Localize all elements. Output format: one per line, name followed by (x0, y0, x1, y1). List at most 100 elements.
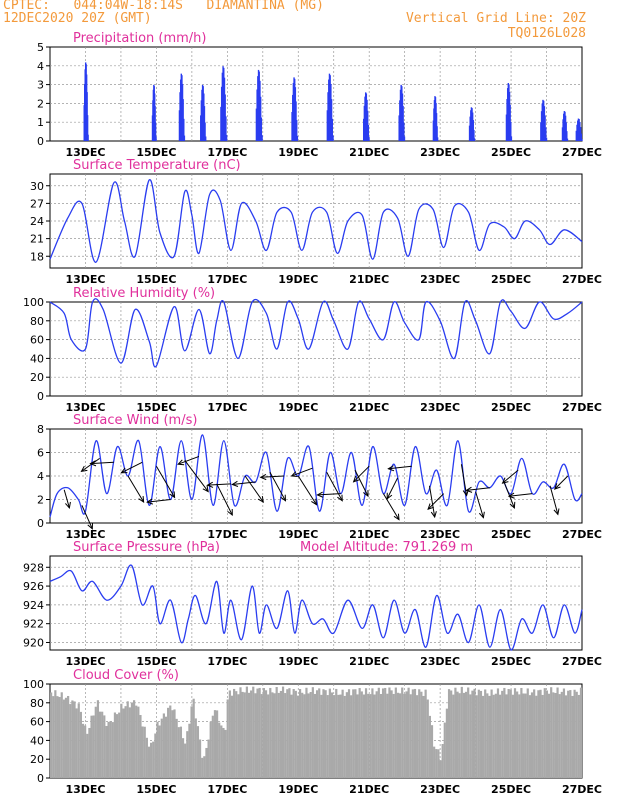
y-tick-label: 40 (30, 352, 44, 365)
cloud-cover-bar (371, 688, 374, 778)
x-tick-label: 27DEC (562, 401, 602, 414)
precip-bar (579, 121, 581, 141)
precip-bar (261, 135, 263, 141)
cloud-cover-bar (130, 702, 134, 778)
y-tick-label: 18 (30, 250, 44, 263)
cloud-cover-bar (554, 692, 557, 778)
wind-arrow-head (177, 459, 185, 466)
y-tick-label: 27 (30, 197, 44, 210)
cloud-cover-bar (375, 691, 378, 778)
cloud-cover-bar (171, 710, 174, 778)
cloud-cover-bar (335, 688, 338, 778)
cloud-cover-bar (552, 692, 555, 778)
precip-bar (260, 117, 263, 141)
cloud-cover-bar (273, 693, 276, 778)
y-tick-label: 30 (30, 180, 44, 193)
cloud-cover-bar (545, 690, 549, 778)
cloud-cover-bar (403, 693, 406, 778)
cloud-cover-bar (475, 695, 478, 778)
wind-arrow (90, 461, 114, 465)
panel-title: Relative Humidity (%) (73, 286, 215, 301)
cloud-cover-bar (88, 727, 91, 778)
cloud-cover-bar (245, 686, 248, 778)
x-tick-label: 17DEC (207, 273, 247, 286)
wind-arrow (63, 489, 70, 509)
x-tick-label: 21DEC (349, 146, 389, 159)
cloud-cover-bar (350, 695, 353, 778)
cloud-cover-bar (173, 709, 176, 778)
cloud-cover-bar (198, 739, 202, 778)
x-tick-label: 23DEC (420, 655, 460, 668)
y-tick-label: 20 (30, 753, 44, 766)
cloud-cover-bar (139, 715, 142, 778)
x-tick-label: 15DEC (136, 783, 176, 796)
cloud-cover-bar (177, 727, 180, 778)
cloud-cover-bar (373, 694, 376, 778)
x-tick-label: 19DEC (278, 528, 318, 541)
precip-bar (436, 126, 438, 141)
wind-arrow-head (311, 498, 318, 506)
cloud-cover-bar (381, 688, 385, 778)
cloud-cover-bar (416, 695, 419, 778)
precip-bar (258, 71, 260, 141)
cloud-cover-bar (107, 721, 110, 778)
wind-arrow-head (227, 509, 233, 517)
cloud-cover-bar (73, 701, 76, 778)
cloud-cover-bar (341, 689, 344, 778)
x-tick-label: 23DEC (420, 528, 460, 541)
x-tick-label: 13DEC (65, 528, 105, 541)
x-tick-label: 13DEC (65, 146, 105, 159)
panel-6 (46, 683, 583, 779)
panel-5 (46, 555, 583, 651)
cloud-cover-bar (169, 705, 172, 778)
precip-bar (204, 136, 207, 141)
cloud-cover-bar (124, 706, 127, 778)
x-tick-label: 25DEC (491, 528, 531, 541)
cloud-cover-bar (156, 721, 159, 778)
plot-frame (49, 46, 583, 142)
cloud-cover-bar (60, 692, 63, 778)
y-tick-label: 100 (23, 296, 44, 309)
cloud-cover-bar (213, 710, 217, 778)
station-header: CPTEC: 044:04W-18:14S DIAMANTINA (MG) (3, 0, 324, 13)
cloud-cover-bar (398, 693, 402, 778)
wind-arrow-head (393, 513, 400, 521)
cloud-cover-bar (437, 749, 440, 778)
precip-bar (259, 96, 262, 141)
wind-arrow-head (65, 501, 71, 510)
precip-bar (510, 136, 513, 141)
cloud-cover-bar (222, 727, 225, 778)
cloud-cover-bar (447, 689, 451, 778)
cloud-cover-bar (303, 694, 306, 778)
y-tick-label: 4 (37, 470, 44, 483)
cloud-cover-bar (326, 695, 329, 778)
cloud-cover-bar (388, 687, 391, 778)
cloud-cover-bar (284, 693, 287, 778)
precip-bar (331, 118, 334, 141)
precip-bar (256, 89, 258, 141)
wind-arrow-head (206, 481, 214, 488)
precip-bar (576, 124, 578, 141)
x-tick-label: 15DEC (136, 655, 176, 668)
y-tick-label: 0 (37, 772, 44, 785)
precip-bar (579, 127, 582, 141)
cloud-cover-bar (569, 690, 572, 778)
cloud-cover-bar (324, 690, 327, 778)
cloud-cover-bar (307, 693, 310, 778)
x-tick-label: 19DEC (278, 655, 318, 668)
cloud-cover-bar (464, 691, 468, 778)
cloud-cover-bar (215, 710, 219, 778)
precip-bar (225, 116, 227, 141)
y-tick-label: 60 (30, 716, 44, 729)
cloud-cover-bar (243, 692, 246, 778)
cloud-cover-bar (162, 713, 165, 778)
x-tick-label: 15DEC (136, 146, 176, 159)
cloud-cover-bar (490, 689, 493, 778)
cloud-cover-bar (443, 722, 446, 778)
wind-arrow-head (507, 492, 515, 499)
cloud-cover-bar (84, 725, 87, 778)
y-tick-label: 60 (30, 334, 44, 347)
wind-arrow (353, 465, 370, 483)
